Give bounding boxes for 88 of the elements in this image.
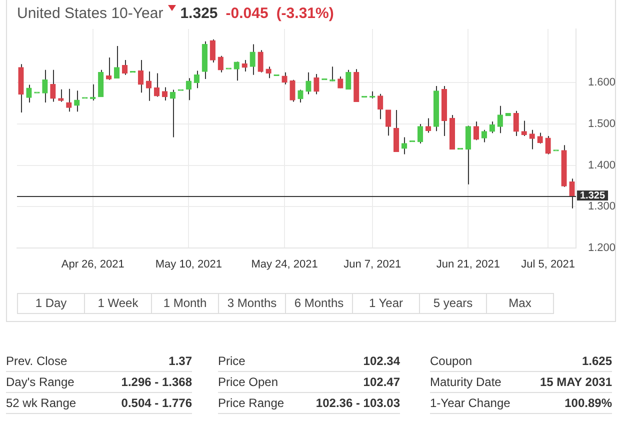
candlestick bbox=[378, 93, 384, 120]
candlestick bbox=[290, 79, 296, 102]
candlestick bbox=[106, 57, 112, 80]
text: 52 wk Range bbox=[6, 395, 76, 412]
text: 3 Months bbox=[218, 294, 285, 313]
candlestick bbox=[194, 70, 200, 89]
candlestick bbox=[497, 105, 503, 134]
candlestick bbox=[425, 118, 432, 134]
candlestick bbox=[386, 109, 392, 136]
text: 1 Year bbox=[352, 294, 419, 313]
text: 1 Week bbox=[84, 294, 151, 313]
text: Price bbox=[218, 353, 246, 370]
text: 102.34 bbox=[363, 353, 400, 370]
candlestick bbox=[306, 72, 312, 95]
candlestick bbox=[58, 88, 64, 102]
text: Prev. Close bbox=[6, 353, 68, 370]
candlestick bbox=[138, 59, 144, 94]
text: 1 Month bbox=[151, 294, 218, 313]
candlestick bbox=[393, 109, 400, 152]
text: Price Range bbox=[218, 395, 284, 412]
candlestick bbox=[529, 129, 535, 150]
candlestick bbox=[90, 84, 96, 101]
text: 1.296 - 1.368 bbox=[121, 374, 192, 391]
candlestick bbox=[242, 59, 248, 72]
text: Max bbox=[486, 294, 553, 313]
candlestick bbox=[114, 45, 120, 79]
candlestick bbox=[465, 125, 472, 185]
candlestick bbox=[282, 72, 288, 85]
candlestick bbox=[26, 84, 32, 104]
text: 0.504 - 1.776 bbox=[121, 395, 192, 412]
text: Price Open bbox=[218, 374, 278, 391]
candlestick bbox=[162, 86, 168, 101]
candlestick bbox=[186, 78, 192, 101]
candlestick bbox=[545, 136, 551, 155]
ref-line-label: 1.325 bbox=[580, 190, 606, 202]
x-tick-label: May 10, 2021 bbox=[155, 258, 222, 271]
text: 5 years bbox=[419, 294, 486, 313]
text: Maturity Date bbox=[430, 374, 502, 391]
chart-title: United States 10-Year bbox=[17, 5, 164, 22]
text: (-3.31%) bbox=[276, 5, 334, 22]
candlestick bbox=[146, 71, 152, 102]
text: 102.36 - 103.03 bbox=[316, 395, 400, 412]
text: 1-Year Change bbox=[430, 395, 510, 412]
candlestick bbox=[98, 69, 104, 98]
candlestick bbox=[314, 74, 320, 95]
candlestick bbox=[210, 38, 216, 63]
candlestick bbox=[401, 136, 408, 155]
x-tick-label: Apr 26, 2021 bbox=[61, 258, 124, 271]
candlestick bbox=[50, 69, 56, 102]
candlestick bbox=[473, 121, 480, 141]
candlestick bbox=[417, 124, 424, 144]
x-tick-label: Jul 5, 2021 bbox=[521, 258, 575, 271]
text: 1.625 bbox=[582, 353, 612, 370]
text: -0.045 bbox=[226, 5, 268, 22]
y-tick-label: 1.300 bbox=[588, 200, 616, 213]
text: 15 MAY 2031 bbox=[540, 374, 612, 391]
candlestick bbox=[489, 121, 495, 134]
candlestick bbox=[258, 50, 264, 73]
text: Day's Range bbox=[6, 374, 74, 391]
candlestick bbox=[513, 110, 519, 137]
candlestick bbox=[154, 72, 160, 98]
text: 102.47 bbox=[363, 374, 400, 391]
candlestick bbox=[66, 88, 72, 112]
text: 1.37 bbox=[168, 353, 192, 370]
candlestick bbox=[346, 69, 352, 90]
candlestick bbox=[74, 90, 80, 112]
candlestick bbox=[537, 132, 543, 144]
text: 1 Day bbox=[34, 295, 68, 312]
y-tick-label: 1.200 bbox=[588, 242, 616, 254]
candlestick bbox=[42, 69, 48, 104]
candlestick bbox=[298, 89, 304, 104]
text: Coupon bbox=[430, 353, 472, 370]
x-tick-label: May 24, 2021 bbox=[251, 258, 318, 271]
y-tick-label: 1.600 bbox=[588, 76, 616, 89]
text: 1.325 bbox=[180, 5, 218, 22]
y-tick-label: 1.500 bbox=[588, 118, 616, 130]
text: 6 Months bbox=[285, 294, 352, 313]
candlestick bbox=[266, 66, 272, 79]
x-tick-label: Jun 21, 2021 bbox=[436, 258, 500, 271]
y-tick-label: 1.400 bbox=[588, 159, 616, 172]
text: 100.89% bbox=[564, 395, 612, 412]
candlestick bbox=[218, 55, 224, 73]
candlestick bbox=[250, 44, 256, 76]
candlestick bbox=[330, 66, 336, 82]
candlestick bbox=[481, 129, 487, 143]
candlestick bbox=[234, 61, 240, 82]
x-tick-label: Jun 7, 2021 bbox=[344, 258, 402, 271]
candlestick bbox=[521, 120, 527, 137]
